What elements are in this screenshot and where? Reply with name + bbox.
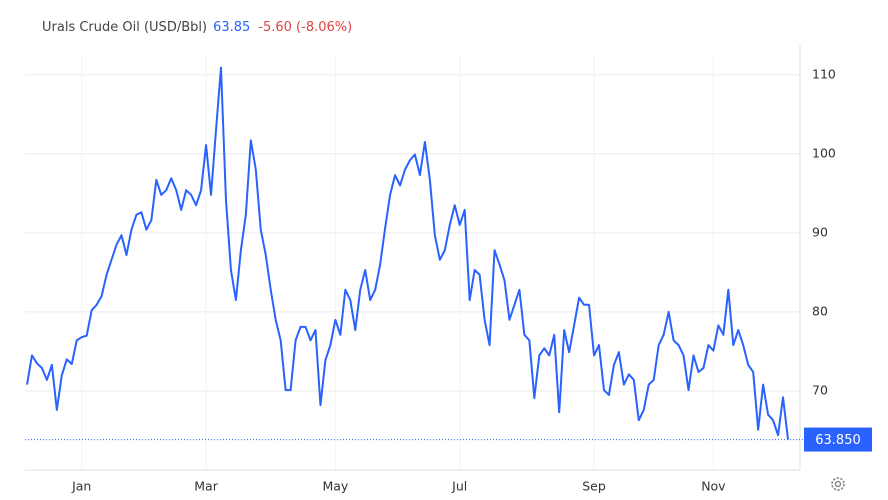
chart-header: Urals Crude Oil (USD/Bbl) 63.85 -5.60 (-8.… <box>42 20 352 35</box>
y-tick-label: 70 <box>812 382 828 397</box>
x-tick-label: Sep <box>582 479 606 494</box>
x-tick-label: Nov <box>701 479 726 494</box>
x-tick-label: Jan <box>71 479 91 494</box>
y-tick-label: 90 <box>812 224 828 239</box>
last-price-box <box>804 427 872 452</box>
chart-title: Urals Crude Oil (USD/Bbl) <box>42 20 207 35</box>
y-tick-label: 110 <box>812 66 836 81</box>
last-price-label: 63.850 <box>815 433 861 448</box>
gear-inner[interactable] <box>834 480 842 488</box>
x-tick-label: Jul <box>451 479 467 494</box>
x-tick-label: May <box>322 479 348 494</box>
change: -5.60 (-8.06%) <box>258 20 352 35</box>
y-tick-label: 100 <box>812 145 836 160</box>
gear-outer[interactable] <box>831 477 845 491</box>
x-tick-label: Mar <box>194 479 218 494</box>
y-tick-label: 80 <box>812 303 828 318</box>
price-line <box>26 66 789 440</box>
price: 63.85 <box>213 20 250 35</box>
settings-button[interactable] <box>831 477 845 491</box>
